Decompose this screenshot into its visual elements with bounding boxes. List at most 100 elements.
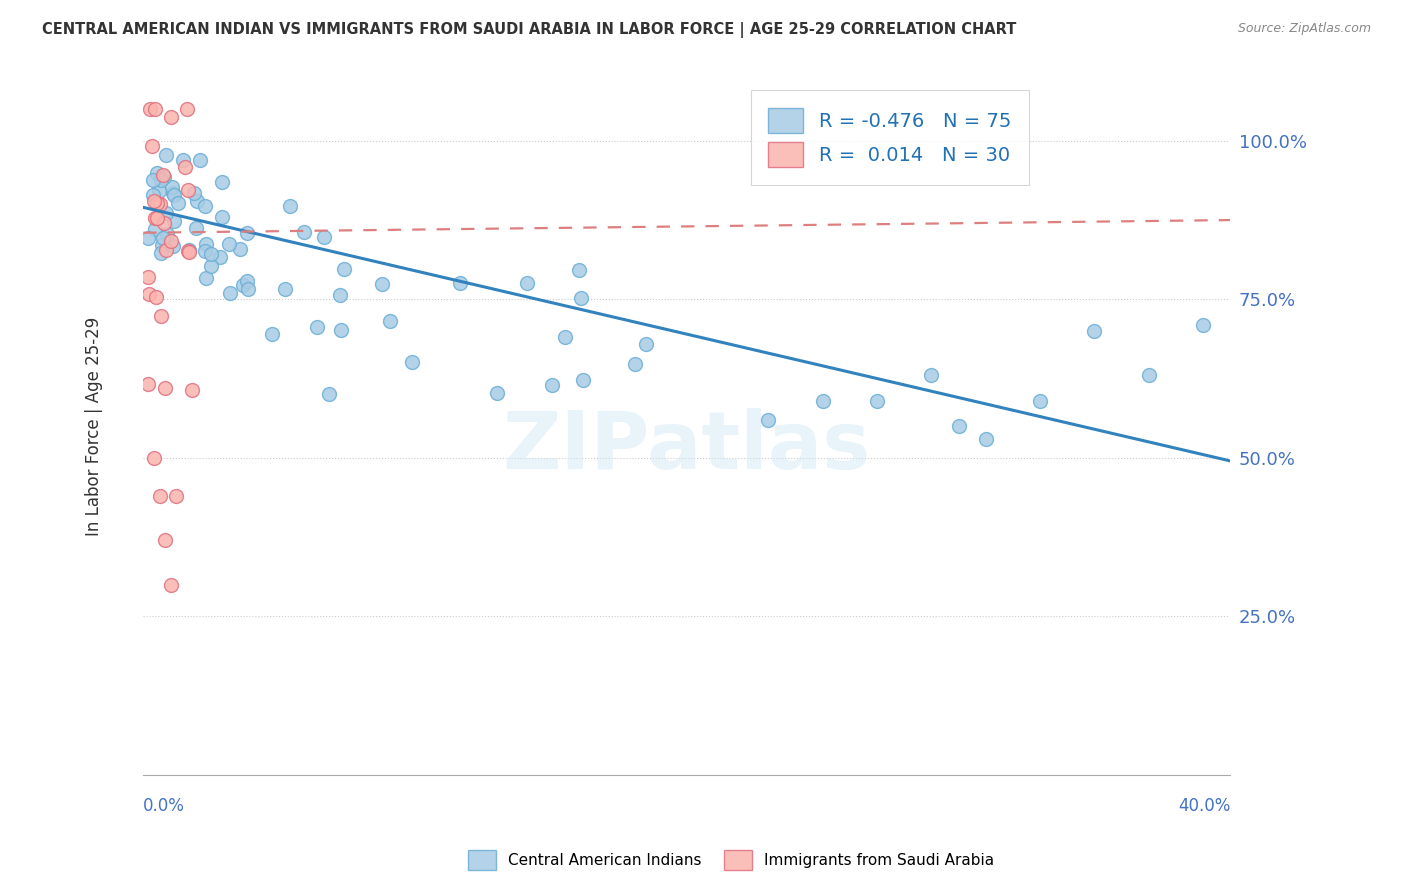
Point <box>1083 324 1105 338</box>
Point <box>232 277 254 292</box>
Point <box>148 184 170 198</box>
Point <box>146 196 169 211</box>
Point <box>401 355 423 369</box>
Point <box>160 111 183 125</box>
Point <box>165 489 187 503</box>
Point <box>143 221 166 235</box>
Point <box>162 239 184 253</box>
Point <box>278 199 301 213</box>
Point <box>262 327 284 342</box>
Point <box>572 373 595 387</box>
Point <box>179 243 201 257</box>
Point <box>141 139 163 153</box>
Point <box>516 276 538 290</box>
Legend: R = -0.476   N = 75, R =  0.014   N = 30: R = -0.476 N = 75, R = 0.014 N = 30 <box>751 90 1029 185</box>
Point <box>236 227 259 241</box>
Point <box>305 320 328 334</box>
Point <box>176 102 198 116</box>
Point <box>229 243 252 257</box>
Point <box>756 413 779 427</box>
Point <box>330 323 353 337</box>
Point <box>149 246 172 260</box>
Point <box>553 329 575 343</box>
Text: ZIPatlas: ZIPatlas <box>503 408 870 486</box>
Point <box>142 173 165 187</box>
Point <box>378 314 401 328</box>
Point <box>177 183 200 197</box>
Point <box>948 419 970 434</box>
Point <box>1192 318 1215 332</box>
Point <box>143 102 166 116</box>
Point <box>200 259 222 273</box>
Point <box>211 175 233 189</box>
Point <box>143 450 166 465</box>
Point <box>371 277 394 292</box>
Point <box>149 489 172 503</box>
Point <box>811 393 834 408</box>
Point <box>312 229 335 244</box>
Point <box>136 377 159 392</box>
Legend: Central American Indians, Immigrants from Saudi Arabia: Central American Indians, Immigrants fro… <box>461 842 1001 877</box>
Point <box>866 393 889 408</box>
Point <box>150 173 173 187</box>
Point <box>162 186 184 201</box>
Point <box>174 160 197 174</box>
Point <box>167 195 190 210</box>
Point <box>179 245 201 260</box>
Point <box>180 383 202 397</box>
Point <box>194 271 217 285</box>
Point <box>155 148 177 162</box>
Point <box>200 247 222 261</box>
Point <box>152 216 174 230</box>
Point <box>155 206 177 220</box>
Text: 40.0%: 40.0% <box>1178 797 1230 815</box>
Point <box>449 276 471 290</box>
Point <box>569 291 592 305</box>
Point <box>218 236 240 251</box>
Point <box>209 250 232 264</box>
Point <box>149 197 172 211</box>
Point <box>142 188 165 202</box>
Point <box>146 211 169 225</box>
Point <box>139 102 162 116</box>
Text: 0.0%: 0.0% <box>143 797 186 815</box>
Point <box>236 274 259 288</box>
Text: CENTRAL AMERICAN INDIAN VS IMMIGRANTS FROM SAUDI ARABIA IN LABOR FORCE | AGE 25-: CENTRAL AMERICAN INDIAN VS IMMIGRANTS FR… <box>42 22 1017 38</box>
Point <box>153 533 176 548</box>
Point <box>186 194 208 208</box>
Point <box>153 381 176 395</box>
Point <box>318 387 340 401</box>
Point <box>163 188 186 202</box>
Point <box>1137 368 1160 383</box>
Point <box>211 210 233 224</box>
Point <box>159 234 181 248</box>
Point <box>183 186 205 200</box>
Point <box>159 577 181 591</box>
Point <box>920 368 942 383</box>
Text: In Labor Force | Age 25-29: In Labor Force | Age 25-29 <box>86 317 104 536</box>
Point <box>150 309 173 323</box>
Point <box>156 227 179 241</box>
Point <box>188 153 211 168</box>
Point <box>485 386 508 401</box>
Point <box>540 378 562 392</box>
Point <box>152 169 174 183</box>
Point <box>194 236 217 251</box>
Point <box>624 357 647 371</box>
Point <box>332 261 354 276</box>
Point <box>974 432 997 446</box>
Point <box>153 169 176 184</box>
Point <box>150 237 173 252</box>
Point <box>194 244 217 259</box>
Point <box>236 282 259 296</box>
Point <box>184 220 207 235</box>
Point <box>143 194 166 208</box>
Point <box>292 225 315 239</box>
Point <box>136 231 159 245</box>
Point <box>138 287 160 301</box>
Point <box>155 243 177 257</box>
Point <box>163 213 186 227</box>
Point <box>177 244 200 259</box>
Point <box>172 153 194 167</box>
Point <box>143 211 166 226</box>
